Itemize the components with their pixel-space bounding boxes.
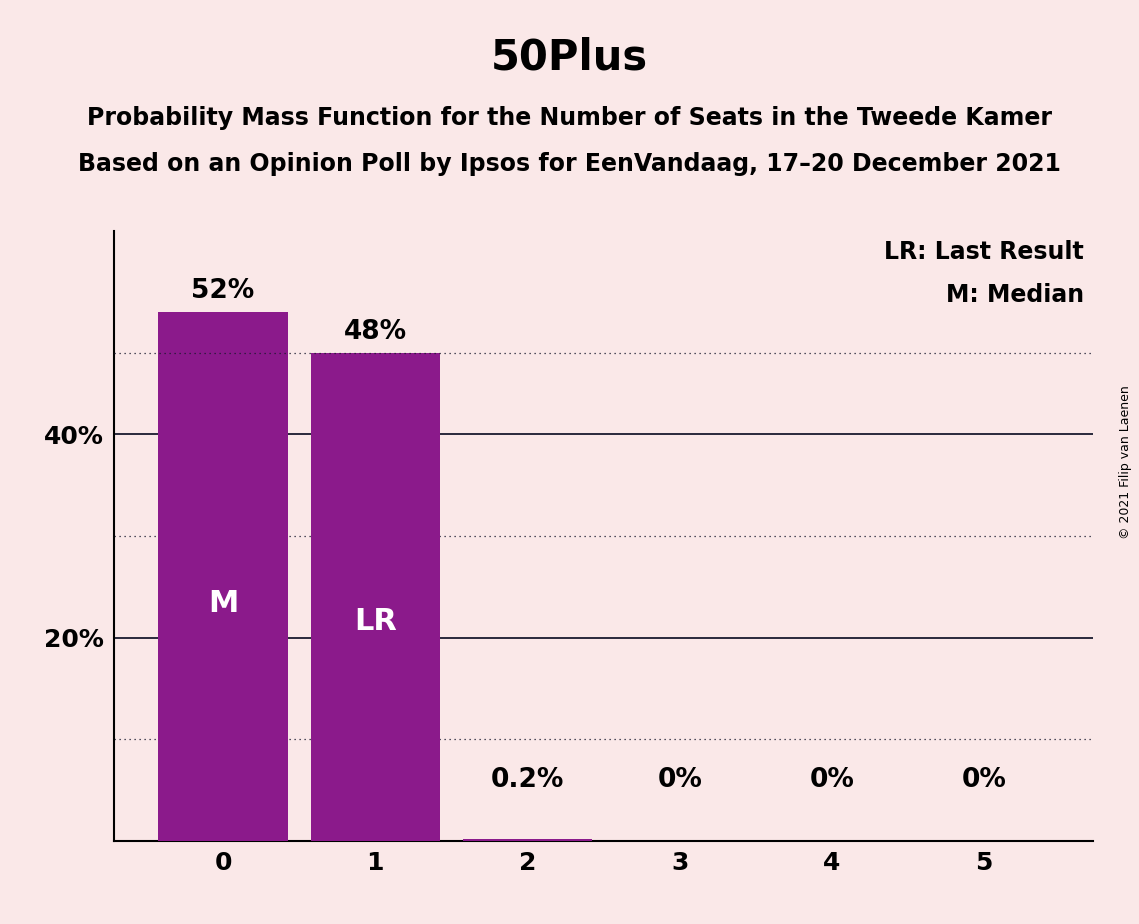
Text: 0%: 0% — [961, 767, 1007, 793]
Text: LR: Last Result: LR: Last Result — [884, 240, 1083, 264]
Bar — [462, 839, 592, 841]
Text: Based on an Opinion Poll by Ipsos for EenVandaag, 17–20 December 2021: Based on an Opinion Poll by Ipsos for Ee… — [79, 152, 1060, 176]
Text: 52%: 52% — [191, 278, 255, 304]
Text: 0%: 0% — [657, 767, 703, 793]
Text: 0%: 0% — [810, 767, 854, 793]
Bar — [158, 312, 288, 841]
Text: © 2021 Filip van Laenen: © 2021 Filip van Laenen — [1118, 385, 1132, 539]
Text: LR: LR — [354, 607, 396, 636]
Text: 48%: 48% — [344, 319, 407, 345]
Text: M: Median: M: Median — [945, 283, 1083, 307]
Bar — [311, 353, 440, 841]
Text: M: M — [208, 589, 238, 617]
Text: Probability Mass Function for the Number of Seats in the Tweede Kamer: Probability Mass Function for the Number… — [87, 106, 1052, 130]
Text: 0.2%: 0.2% — [491, 767, 564, 793]
Text: 50Plus: 50Plus — [491, 37, 648, 79]
